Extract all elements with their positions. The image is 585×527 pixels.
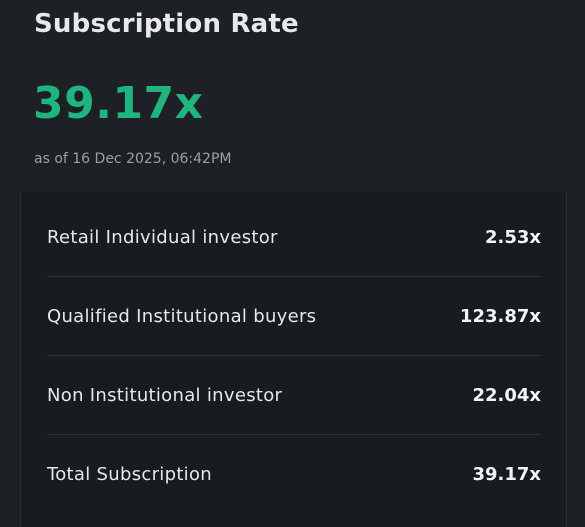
row-label: Non Institutional investor bbox=[47, 384, 283, 406]
row-value: 39.17x bbox=[472, 464, 541, 485]
row-value: 123.87x bbox=[459, 305, 541, 327]
row-label: Retail Individual investor bbox=[47, 226, 278, 248]
list-item-nii: Non Institutional investor 22.04x bbox=[47, 356, 541, 435]
breakdown-panel bbox=[20, 192, 567, 527]
list-item-qib: Qualified Institutional buyers 123.87x bbox=[47, 277, 541, 356]
page-title: Subscription Rate bbox=[34, 9, 299, 39]
subscription-breakdown-list: Retail Individual investor 2.53x Qualifi… bbox=[47, 198, 541, 514]
as-of-timestamp: as of 16 Dec 2025, 06:42PM bbox=[34, 151, 232, 167]
list-item-retail: Retail Individual investor 2.53x bbox=[47, 198, 541, 277]
row-label: Qualified Institutional buyers bbox=[47, 305, 317, 327]
overall-subscription-rate: 39.17x bbox=[33, 78, 204, 129]
row-value: 22.04x bbox=[472, 384, 541, 406]
list-item-total: Total Subscription 39.17x bbox=[47, 435, 541, 514]
row-label: Total Subscription bbox=[47, 464, 213, 485]
row-value: 2.53x bbox=[484, 226, 541, 248]
